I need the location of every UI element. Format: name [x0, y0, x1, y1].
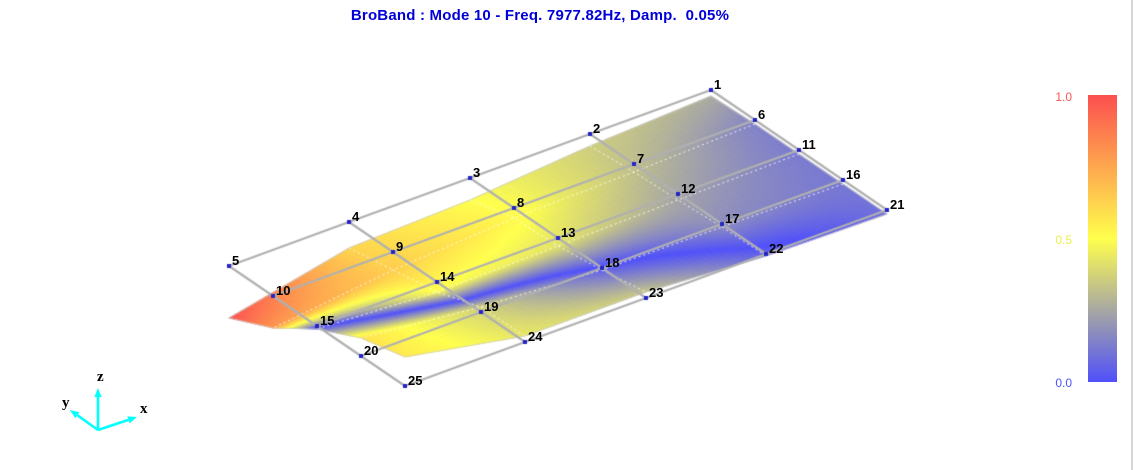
triad-x-label: x — [140, 401, 148, 417]
colorbar-tick-max: 1.0 — [1055, 90, 1072, 104]
colorbar-gradient — [1088, 95, 1117, 382]
colorbar-tick-mid: 0.5 — [1055, 233, 1072, 247]
triad-y-label: y — [62, 395, 70, 411]
colorbar-tick-min: 0.0 — [1055, 376, 1072, 390]
window-right-border — [1131, 0, 1133, 470]
triad-z-label: z — [97, 369, 104, 385]
plot-title: BroBand : Mode 10 - Freq. 7977.82Hz, Dam… — [350, 7, 730, 24]
